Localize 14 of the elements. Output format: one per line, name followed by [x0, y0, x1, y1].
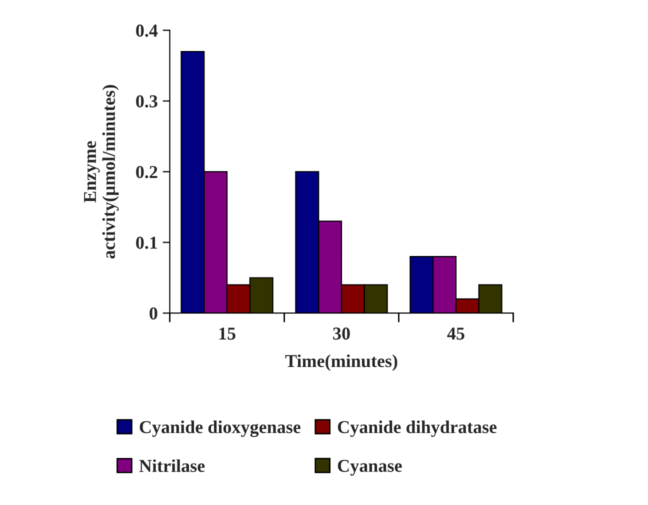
- y-tick-label: 0.1: [136, 236, 158, 249]
- y-axis-title: Enzyme activity(µmol/minutes): [84, 85, 119, 259]
- y-tick-label: 0: [150, 307, 158, 320]
- legend-label: Cyanide dihydratase: [338, 420, 497, 437]
- x-tick-label: 45: [447, 328, 464, 340]
- legend-label: Cyanide dioxygenase: [140, 420, 300, 438]
- x-tick-label: 15: [219, 328, 236, 340]
- y-tick-label: 0.4: [136, 24, 158, 37]
- x-axis-title: Time(minutes): [285, 354, 398, 371]
- legend-label: Cyanase: [338, 460, 402, 476]
- x-tick-label: 30: [333, 328, 350, 340]
- y-tick-label: 0.2: [136, 166, 158, 178]
- legend-label: Nitrilase: [139, 459, 205, 472]
- y-tick-label: 0.3: [136, 95, 158, 108]
